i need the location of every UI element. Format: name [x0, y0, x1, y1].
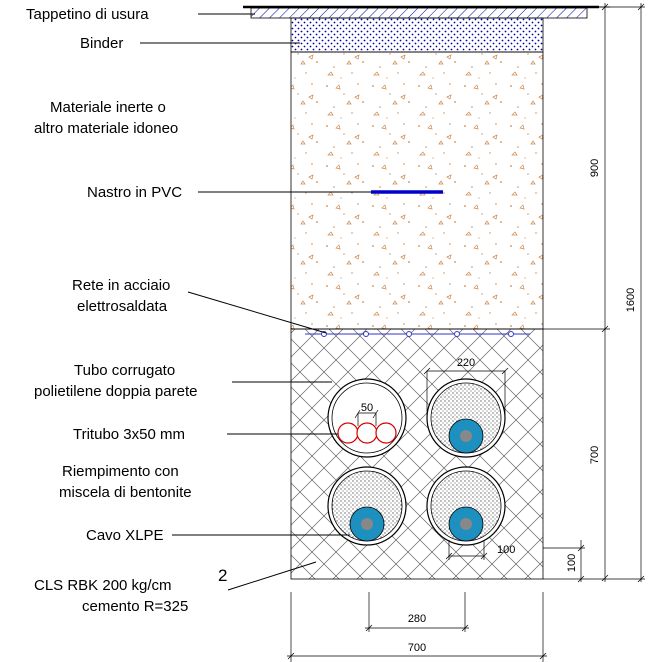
- label-tritubo: Tritubo 3x50 mm: [73, 426, 185, 443]
- rete-acciaio: [305, 331, 530, 337]
- label-tappetino: Tappetino di usura: [26, 6, 149, 23]
- cls-layer: [290, 328, 544, 580]
- leader-lines: [140, 13, 371, 591]
- label-rete-1: Rete in acciaio: [72, 277, 170, 294]
- dim-bottom-lines: [287, 592, 547, 662]
- label-cls-2: cemento R=325: [82, 598, 188, 615]
- label-riemp-2: miscela di bentonite: [59, 484, 192, 501]
- dim-220: [423, 367, 509, 418]
- dim-220-text: 220: [457, 357, 475, 369]
- label-cls-sup: 2: [218, 566, 227, 585]
- label-cls-1: CLS RBK 200 kg/cm: [34, 577, 172, 594]
- dim-right-lines: [543, 3, 645, 583]
- dim-280-text: 280: [408, 613, 426, 625]
- label-riemp-1: Riempimento con: [62, 463, 179, 480]
- label-rete-2: elettrosaldata: [77, 298, 168, 315]
- pipe-cable-bottom-left: [327, 466, 407, 546]
- dim-100-cable-text: 100: [497, 544, 515, 556]
- binder-layer: [290, 17, 544, 53]
- label-nastro: Nastro in PVC: [87, 184, 182, 201]
- dim-700-right-text: 700: [589, 446, 601, 464]
- tappetino-layer: [250, 7, 588, 19]
- label-inerte-2: altro materiale idoneo: [34, 120, 178, 137]
- pipe-cable-bottom-right: [426, 466, 506, 546]
- label-tubo-1: Tubo corrugato: [74, 362, 175, 379]
- dim-900-text: 900: [589, 159, 601, 177]
- dim-700-bottom-text: 700: [408, 642, 426, 654]
- dim-100-cable: [445, 540, 488, 560]
- tritubo-tubes: [337, 422, 397, 444]
- dim-50-text: 50: [361, 402, 373, 414]
- label-binder: Binder: [80, 35, 123, 52]
- dim-1600-text: 1600: [625, 288, 637, 312]
- label-cavo: Cavo XLPE: [86, 527, 164, 544]
- pipe-cable-top-right: [426, 378, 506, 458]
- pipe-tritubo: [327, 378, 407, 458]
- label-inerte-1: Materiale inerte o: [50, 99, 166, 116]
- label-tubo-2: polietilene doppia parete: [34, 383, 197, 400]
- dim-100-right-text: 100: [566, 554, 578, 572]
